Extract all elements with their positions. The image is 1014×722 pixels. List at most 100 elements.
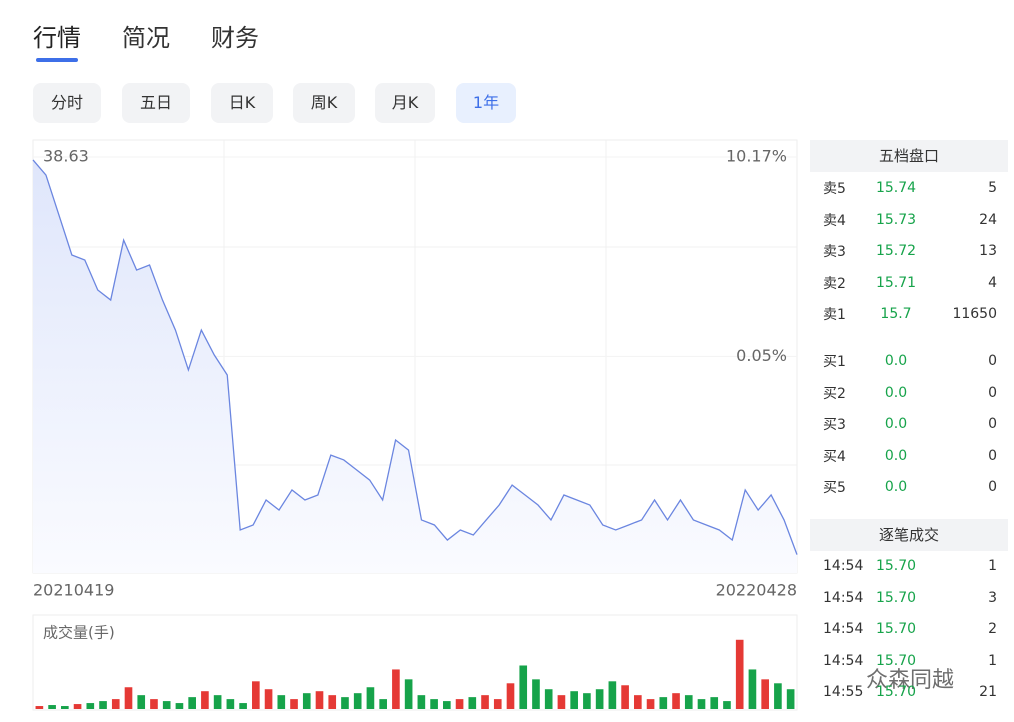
volume-bar: [175, 703, 184, 709]
row-volume: 0: [988, 416, 997, 432]
row-price: 0.0: [884, 416, 908, 432]
tab-underline: [36, 58, 78, 62]
row-price: 15.70: [875, 558, 917, 574]
volume-bar: [506, 683, 515, 709]
volume-bar: [557, 695, 566, 709]
row-volume: 0: [988, 353, 997, 369]
row-volume: 2: [988, 621, 997, 637]
row-label: 卖1: [823, 307, 846, 323]
volume-bar: [544, 689, 553, 709]
volume-bar: [430, 699, 438, 709]
row-label: 买2: [823, 385, 846, 402]
row-volume: 0: [988, 447, 997, 464]
volume-bar: [111, 699, 120, 709]
volume-bar: [735, 639, 744, 709]
row-label: 卖5: [823, 181, 846, 197]
volume-bar: [493, 699, 502, 709]
period-button[interactable]: 日K: [211, 83, 273, 123]
row-price: 15.72: [875, 243, 917, 259]
volume-bar: [162, 701, 171, 709]
volume-bar: [684, 695, 693, 709]
volume-bar: [748, 669, 757, 709]
volume-bar: [672, 693, 680, 709]
volume-bar: [532, 679, 540, 709]
row-volume: 13: [979, 243, 997, 259]
volume-bar: [659, 697, 668, 709]
volume-bar: [404, 679, 413, 709]
period-button[interactable]: 五日: [122, 83, 190, 123]
volume-bar: [379, 699, 387, 709]
row-volume: 21: [979, 684, 997, 700]
row-label: 买1: [823, 354, 846, 370]
row-volume: 1: [988, 558, 997, 574]
tab[interactable]: 简况: [122, 24, 170, 52]
volume-bar: [353, 693, 362, 709]
period-button[interactable]: 分时: [33, 83, 101, 123]
volume-bar: [73, 704, 82, 709]
row-price: 15.70: [875, 684, 917, 700]
volume-bar: [213, 695, 222, 709]
volume-bar: [264, 689, 273, 709]
x-tick-label: 20220428: [716, 581, 797, 600]
row-label: 14:54: [823, 589, 864, 606]
row-price: 0.0: [884, 353, 908, 369]
y-tick-label: 38.63: [43, 147, 89, 166]
row-label: 14:54: [823, 558, 864, 574]
row-volume: 1: [988, 652, 997, 669]
chart: 38.6327.1315.6210.17%0.05%-10.07%2021041…: [32, 139, 798, 711]
volume-bar: [443, 701, 451, 709]
volume-bar: [570, 691, 578, 709]
volume-bar: [150, 699, 158, 709]
volume-bar: [341, 697, 349, 709]
period-button[interactable]: 周K: [293, 83, 355, 123]
volume-bar: [455, 699, 464, 709]
volume-bar: [315, 691, 324, 709]
row-price: 0.0: [884, 479, 908, 495]
volume-bar: [201, 691, 209, 709]
row-price: 0.0: [884, 384, 908, 401]
volume-bar: [723, 701, 731, 709]
row-volume: 11650: [952, 306, 997, 322]
row-label: 买5: [823, 480, 846, 496]
area: [33, 159, 797, 573]
period-button[interactable]: 月K: [375, 83, 435, 123]
y2-tick-label: 0.05%: [736, 346, 787, 365]
row-label: 卖3: [823, 244, 846, 260]
row-volume: 0: [988, 479, 997, 495]
order-book-title: 五档盘口: [810, 140, 1008, 172]
x-tick-label: 20210419: [33, 581, 114, 600]
row-label: 卖4: [823, 212, 846, 229]
row-price: 15.7: [880, 306, 912, 322]
tab[interactable]: 行情: [33, 24, 81, 52]
volume-bar: [697, 699, 706, 709]
volume-bar: [392, 669, 400, 709]
volume-bar: [468, 697, 477, 709]
period-button[interactable]: 1年: [456, 83, 516, 123]
volume-bar: [366, 687, 375, 709]
volume-bar: [608, 681, 617, 709]
row-price: 15.74: [875, 180, 917, 196]
volume-bar: [86, 703, 95, 709]
volume-bar: [761, 679, 769, 709]
volume-bar: [595, 689, 604, 709]
trades-title: 逐笔成交: [810, 519, 1008, 551]
volume-bar: [646, 699, 655, 709]
volume-bar: [277, 695, 286, 709]
volume-bar: [252, 681, 260, 709]
volume-bar: [226, 699, 235, 709]
row-volume: 5: [988, 180, 997, 196]
row-label: 买4: [823, 448, 846, 465]
volume-bar: [48, 705, 56, 709]
volume-bar: [137, 695, 146, 709]
volume-bar: [61, 706, 69, 709]
row-price: 15.71: [875, 274, 917, 291]
row-volume: 24: [979, 211, 997, 228]
row-volume: 0: [988, 384, 997, 401]
row-label: 14:54: [823, 621, 864, 637]
volume-bar: [239, 703, 247, 709]
tab[interactable]: 财务: [211, 24, 259, 52]
volume-bar: [35, 706, 44, 709]
volume-bar: [417, 695, 426, 709]
volume-bar: [188, 697, 196, 709]
